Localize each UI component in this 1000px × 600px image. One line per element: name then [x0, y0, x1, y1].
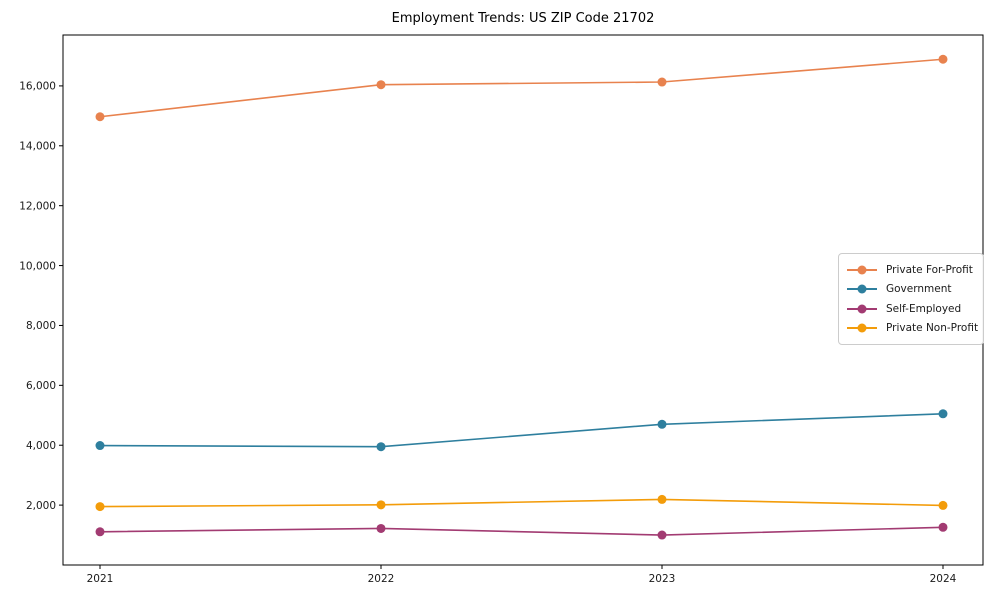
data-point-private-non-profit	[376, 500, 386, 510]
legend-dot-swatch	[857, 323, 867, 333]
data-point-private-for-profit	[938, 54, 948, 64]
series-line-self-employed	[99, 526, 944, 536]
y-tick-label: 16,000	[19, 81, 56, 93]
legend-label: Government	[886, 283, 952, 296]
legend-dot-swatch	[857, 265, 867, 274]
series-line-government	[99, 412, 944, 448]
data-point-self-employed	[657, 530, 667, 540]
data-point-self-employed	[95, 527, 105, 537]
y-tick-label: 2,000	[26, 500, 56, 512]
data-point-government	[95, 441, 105, 451]
y-tick-label: 10,000	[19, 260, 56, 272]
data-point-government	[376, 442, 386, 452]
x-tick-label: 2021	[87, 573, 114, 585]
data-point-self-employed	[376, 523, 386, 533]
data-point-self-employed	[938, 522, 948, 532]
y-tick-label: 6,000	[26, 380, 56, 392]
y-tick-label: 14,000	[19, 140, 56, 152]
legend-marker-self-employed-icon	[847, 303, 877, 314]
legend-dot-swatch	[857, 304, 867, 314]
data-point-private-for-profit	[657, 77, 667, 87]
data-point-private-non-profit	[657, 494, 667, 504]
legend-item-self-employed: Self-Employed	[847, 299, 975, 318]
series-line-private-non-profit	[99, 498, 944, 508]
y-tick-label: 4,000	[26, 440, 56, 452]
x-tick-label: 2023	[649, 573, 676, 585]
chart-title: Employment Trends: US ZIP Code 21702	[391, 11, 655, 26]
legend-label: Self-Employed	[886, 302, 962, 315]
data-point-private-non-profit	[938, 500, 948, 510]
legend-item-government: Government	[847, 280, 975, 299]
legend-marker-private-for-profit-icon	[847, 264, 877, 275]
legend-item-private-for-profit: Private For-Profit	[847, 260, 975, 279]
legend-dot-swatch	[857, 284, 867, 294]
legend-marker-private-non-profit-icon	[847, 323, 877, 334]
data-point-private-non-profit	[95, 502, 105, 512]
legend-label: Private For-Profit	[886, 263, 973, 276]
data-point-government	[657, 419, 667, 429]
legend-label: Private Non-Profit	[886, 322, 979, 335]
data-point-private-for-profit	[95, 112, 105, 122]
legend-item-private-non-profit: Private Non-Profit	[847, 319, 979, 338]
legend-marker-government-icon	[847, 284, 877, 295]
data-point-private-for-profit	[376, 80, 386, 90]
x-tick-label: 2024	[930, 573, 957, 585]
y-tick-label: 8,000	[26, 320, 56, 332]
x-tick-label: 2022	[368, 573, 395, 585]
data-point-government	[938, 409, 948, 419]
series-line-private-for-profit	[99, 58, 944, 118]
chart-legend: Private For-Profit Government Self-Employe…	[838, 253, 984, 345]
y-tick-label: 12,000	[19, 200, 56, 212]
